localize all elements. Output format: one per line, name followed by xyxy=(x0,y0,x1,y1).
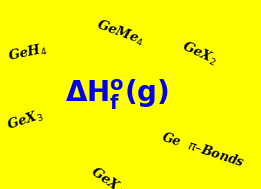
Text: GeX$_2$: GeX$_2$ xyxy=(179,38,220,68)
Text: $\mathbf{\Delta H_f^o(g)}$: $\mathbf{\Delta H_f^o(g)}$ xyxy=(66,77,169,112)
Text: GeX$_4$: GeX$_4$ xyxy=(87,163,127,189)
Text: GeH$_4$: GeH$_4$ xyxy=(6,41,48,65)
Text: GeX$_3$: GeX$_3$ xyxy=(5,108,46,134)
Text: Ge  $\pi$–Bonds: Ge $\pi$–Bonds xyxy=(160,129,246,170)
Text: GeMe$_4$: GeMe$_4$ xyxy=(94,17,147,49)
